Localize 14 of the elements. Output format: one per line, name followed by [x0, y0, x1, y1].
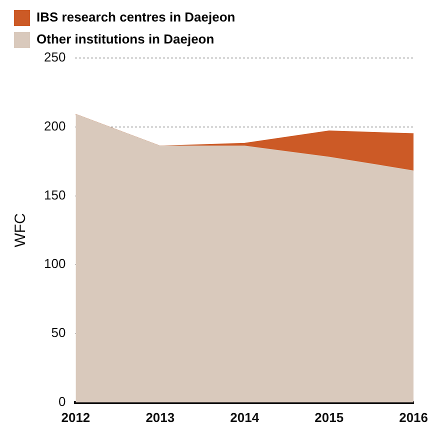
- x-tick-label: 2013: [146, 410, 175, 425]
- y-tick-label: 100: [44, 256, 66, 272]
- y-tick-label: 0: [58, 394, 66, 409]
- legend-label: Other institutions in Daejeon: [36, 32, 214, 47]
- x-tick-label: 2014: [230, 410, 260, 425]
- x-tick-label: 2012: [61, 410, 90, 425]
- y-axis-title: WFC: [12, 212, 30, 248]
- y-tick-label: 200: [44, 118, 66, 134]
- x-tick-label: 2016: [399, 410, 428, 425]
- x-tick-label: 2015: [314, 410, 344, 425]
- legend-label: IBS research centres in Daejeon: [36, 10, 236, 25]
- y-tick-label: 150: [44, 187, 66, 202]
- y-tick-label: 250: [44, 50, 66, 65]
- y-tick-label: 50: [51, 325, 66, 340]
